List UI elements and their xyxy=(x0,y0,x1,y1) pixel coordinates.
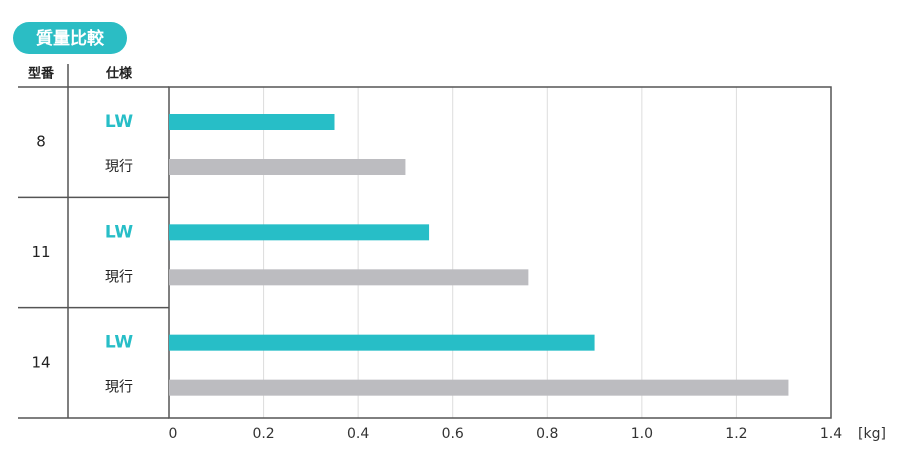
x-tick-label: 0 xyxy=(169,426,178,442)
x-tick-label: 0.6 xyxy=(442,426,464,442)
x-tick-label: 0.2 xyxy=(252,426,274,442)
bar xyxy=(169,334,595,351)
series-label: LW xyxy=(105,112,134,132)
series-label: LW xyxy=(105,333,134,353)
title-pill xyxy=(13,22,127,54)
category-label: 8 xyxy=(36,133,46,151)
x-tick-label: 0.8 xyxy=(536,426,558,442)
bar xyxy=(169,159,406,175)
chart-title: 質量比較 xyxy=(36,28,105,49)
x-tick-label: 0.4 xyxy=(347,426,369,442)
category-header: 型番 xyxy=(28,66,55,82)
x-unit: [kg] xyxy=(858,426,886,442)
series-label: 現行 xyxy=(105,269,133,285)
x-tick-label: 1.0 xyxy=(631,426,653,442)
x-tick-label: 1.2 xyxy=(725,426,747,442)
series-label: LW xyxy=(105,222,134,242)
plot-frame xyxy=(168,86,832,419)
bar xyxy=(169,224,430,241)
bar xyxy=(169,269,529,286)
series-label: 現行 xyxy=(105,159,133,175)
x-tick-label: 1.4 xyxy=(820,426,842,442)
category-label: 14 xyxy=(31,353,50,371)
bar xyxy=(169,379,789,396)
series-header: 仕様 xyxy=(105,66,133,82)
series-label: 現行 xyxy=(105,380,133,396)
bar xyxy=(169,114,335,130)
category-label: 11 xyxy=(31,243,50,261)
